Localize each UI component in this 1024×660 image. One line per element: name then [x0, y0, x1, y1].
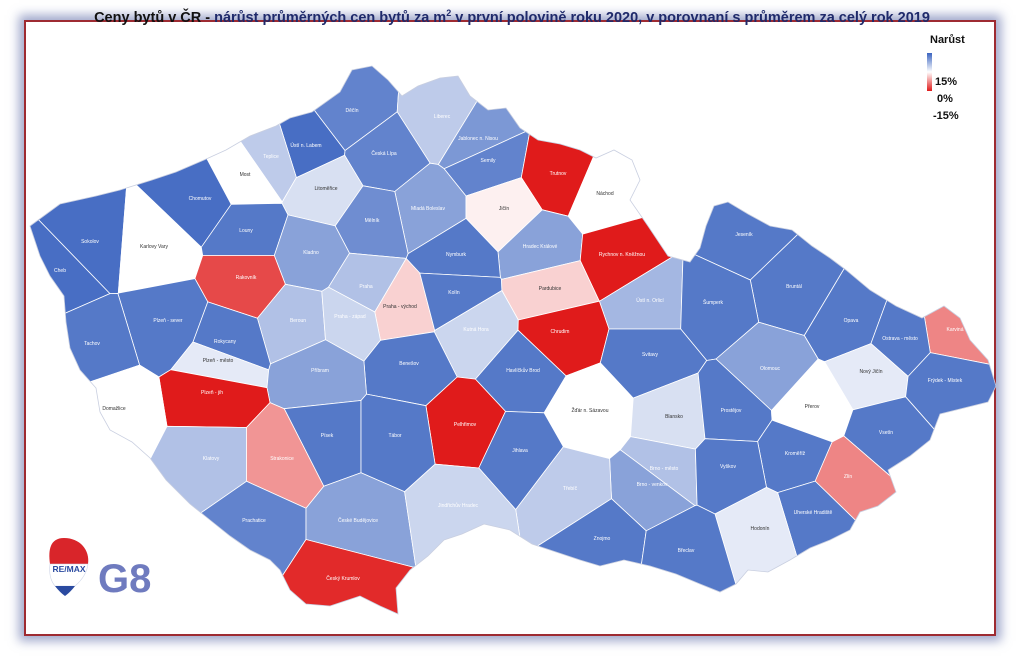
- district-label: Jeseník: [735, 232, 753, 238]
- district-label: Hradec Králové: [523, 244, 558, 250]
- district-label: Kutná Hora: [463, 327, 489, 333]
- country-outline: [29, 65, 997, 615]
- district-label: Přerov: [805, 404, 820, 410]
- district-label: Jičín: [499, 206, 510, 212]
- district-label: Semily: [480, 158, 496, 164]
- district-label: Brno - venkov: [637, 482, 668, 488]
- district-label: Pelhřimov: [454, 422, 477, 428]
- district-label: Benešov: [399, 361, 419, 367]
- legend-min-label: -15%: [933, 110, 959, 122]
- district-label: Tábor: [388, 433, 401, 439]
- district-label: Nymburk: [446, 252, 467, 258]
- district-label: Svitavy: [642, 352, 659, 358]
- district-label: Rakovník: [236, 275, 257, 281]
- district-label: Chrudim: [551, 329, 570, 335]
- district-label: Mladá Boleslav: [411, 206, 445, 212]
- legend-title: Narůst: [930, 34, 965, 46]
- district-label: Opava: [844, 318, 859, 324]
- district-label: Karviná: [947, 327, 964, 333]
- district-label: Sokolov: [81, 239, 99, 245]
- district-label: Vsetín: [879, 430, 893, 436]
- map-title: Ceny bytů v ČR - nárůst průměrných cen b…: [0, 8, 1024, 26]
- district-label: Louny: [239, 228, 253, 234]
- title-bold: Ceny bytů v ČR -: [94, 9, 215, 26]
- district-label: Blansko: [665, 414, 683, 420]
- district-label: Břeclav: [678, 548, 695, 554]
- district-label: Jablonec n. Nisou: [458, 136, 498, 142]
- district-label: Cheb: [54, 268, 66, 274]
- district-label: Třebíč: [563, 486, 578, 492]
- district-label: Žďár n. Sázavou: [572, 406, 609, 414]
- district-label: Karlovy Vary: [140, 244, 168, 250]
- district-label: Brno - město: [650, 466, 679, 472]
- district-label: Jindřichův Hradec: [438, 502, 479, 509]
- district-label: Děčín: [345, 108, 358, 114]
- remax-logo: RE/MAX G8: [49, 538, 151, 601]
- district-label: Ústí n. Orlicí: [636, 297, 664, 304]
- district-label: Ostrava - město: [882, 336, 918, 342]
- district-label: Strakonice: [270, 456, 294, 462]
- district-label: Zlín: [844, 474, 853, 480]
- district-label: Havlíčkův Brod: [506, 367, 540, 374]
- district-label: Hodonín: [751, 526, 770, 532]
- balloon-red-stripe: [49, 538, 89, 564]
- district-label: Plzeň - sever: [153, 318, 183, 324]
- district-label: Liberec: [434, 114, 451, 120]
- district-label: Rokycany: [214, 339, 236, 345]
- district-label: Český Krumlov: [326, 575, 360, 582]
- district-label: Beroun: [290, 318, 306, 324]
- district-label: Chomutov: [189, 196, 212, 202]
- district-jeseník: [676, 66, 955, 281]
- district-label: Praha - západ: [334, 314, 366, 320]
- legend-mid-label: 0%: [937, 93, 953, 105]
- district-zlín: [814, 435, 996, 614]
- balloon-blue-stripe: [55, 586, 75, 596]
- legend-color-bar: [927, 53, 932, 91]
- district-label: Nový Jičín: [859, 369, 882, 375]
- district-label: Frýdek - Místek: [928, 378, 963, 384]
- district-label: Náchod: [596, 191, 613, 197]
- legend-max-label: 15%: [935, 76, 958, 88]
- district-label: České Budějovice: [338, 517, 378, 524]
- district-label: Česká Lípa: [371, 150, 397, 157]
- district-label: Kladno: [303, 250, 319, 256]
- district-label: Kroměříž: [785, 451, 806, 457]
- district-label: Most: [240, 172, 251, 178]
- district-label: Vyškov: [720, 464, 736, 470]
- district-label: Litoměřice: [314, 186, 337, 192]
- district-label: Prachatice: [242, 518, 266, 524]
- logo-brand-text: RE/MAX: [52, 564, 85, 574]
- district-label: Znojmo: [594, 536, 611, 542]
- district-label: Domažlice: [102, 406, 126, 412]
- district-label: Šumperk: [703, 299, 724, 306]
- district-label: Rychnov n. Kněžnou: [599, 252, 645, 258]
- district-label: Ústí n. Labem: [290, 142, 321, 149]
- district-label: Praha - východ: [383, 304, 417, 310]
- district-label: Trutnov: [550, 171, 567, 177]
- district-náchod: [567, 66, 724, 235]
- title-rest: nárůst průměrných cen bytů za m2 v první…: [214, 8, 930, 26]
- district-label: Plzeň - jih: [201, 390, 223, 396]
- district-label: Plzeň - město: [203, 358, 234, 364]
- district-label: Jihlava: [512, 448, 528, 454]
- district-label: Bruntál: [786, 284, 802, 290]
- district-label: Písek: [321, 433, 334, 439]
- district-label: Příbram: [311, 368, 329, 374]
- district-label: Olomouc: [760, 366, 781, 372]
- district-label: Kolín: [448, 290, 460, 296]
- district-label: Tachov: [84, 341, 100, 347]
- district-label: Pardubice: [539, 286, 562, 292]
- district-label: Praha: [359, 284, 373, 290]
- logo-office-text: G8: [98, 557, 151, 601]
- district-label: Klatovy: [203, 456, 220, 462]
- district-label: Uherské Hradiště: [794, 510, 833, 516]
- district-label: Teplice: [263, 154, 279, 160]
- district-label: Prostějov: [721, 408, 742, 414]
- district-label: Mělník: [365, 218, 380, 224]
